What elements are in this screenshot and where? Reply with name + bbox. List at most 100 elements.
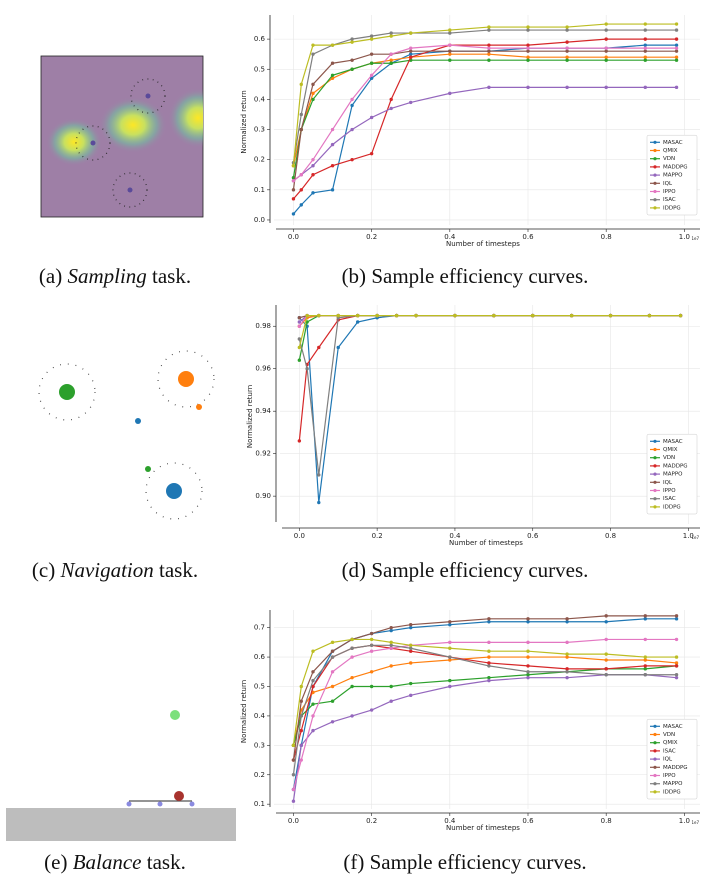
series-marker <box>565 28 569 32</box>
y-axis-label: Normalized return <box>240 90 248 153</box>
legend-box <box>646 718 698 800</box>
series-marker <box>674 664 679 668</box>
series-marker <box>604 614 608 618</box>
legend-label: MASAC <box>663 724 683 730</box>
series-marker <box>492 313 496 318</box>
series-marker <box>350 646 354 650</box>
x-offset-label: 1e7 <box>691 236 699 241</box>
legend-label: QMIX <box>663 740 678 746</box>
series-marker <box>565 55 569 59</box>
x-axis-label: Number of timesteps <box>449 539 523 547</box>
legend-marker <box>653 447 657 452</box>
series-marker <box>526 620 530 624</box>
series-marker <box>565 652 569 656</box>
caption-label: (f) <box>343 850 364 874</box>
x-tick-label: 0.2 <box>366 233 377 241</box>
series-marker <box>604 673 608 677</box>
series-marker <box>674 55 679 59</box>
caption-text: Sample efficiency curves. <box>371 558 588 582</box>
series-marker <box>389 664 393 668</box>
series-marker <box>643 617 647 621</box>
x-tick-label: 0.0 <box>294 532 305 540</box>
series-marker <box>643 46 647 50</box>
series-marker <box>565 49 569 53</box>
series-marker <box>674 85 679 90</box>
series-marker <box>643 58 647 62</box>
series-marker <box>305 313 309 318</box>
series-marker <box>526 58 530 62</box>
caption: (e) Balance task. <box>44 850 186 874</box>
series-marker <box>350 684 354 689</box>
series-marker <box>305 367 309 371</box>
series-marker <box>297 345 302 350</box>
series-marker <box>487 620 491 624</box>
series-marker <box>448 49 452 53</box>
series-marker <box>565 40 569 44</box>
series-marker <box>604 28 608 32</box>
series-marker <box>487 649 491 653</box>
legend-marker <box>653 148 657 153</box>
legend-label: QMIX <box>663 148 678 154</box>
series-marker <box>389 31 393 35</box>
series-marker <box>565 667 569 671</box>
series-marker <box>350 157 354 162</box>
series-marker <box>674 46 679 50</box>
series-line <box>292 638 677 746</box>
series-marker <box>565 675 569 680</box>
series-marker <box>409 100 413 105</box>
series-marker <box>526 675 530 680</box>
series-line <box>298 315 681 348</box>
series-marker <box>674 675 679 680</box>
series-marker <box>355 313 360 318</box>
series-marker <box>674 617 679 621</box>
legend-marker <box>653 782 657 786</box>
series-marker <box>409 643 413 648</box>
series-marker <box>674 49 679 53</box>
series-marker <box>643 43 647 47</box>
series-marker <box>526 670 530 674</box>
series-marker <box>291 164 296 168</box>
series-marker <box>389 699 393 703</box>
series-marker <box>389 684 393 689</box>
series-marker <box>350 637 354 642</box>
series-marker <box>317 345 321 350</box>
series-marker <box>369 61 374 65</box>
series-marker <box>409 625 413 630</box>
series-marker <box>448 623 452 627</box>
series-marker <box>487 678 491 683</box>
series-marker <box>350 103 354 108</box>
x-tick-label: 1.0 <box>679 233 690 241</box>
y-tick-label: 0.5 <box>254 682 265 690</box>
series-marker <box>409 693 413 698</box>
caption-italic: Navigation <box>59 558 153 582</box>
series-marker <box>375 313 379 318</box>
series-marker <box>369 649 374 653</box>
series-line <box>298 315 681 475</box>
series-marker <box>674 22 679 26</box>
caption: (d) Sample efficiency curves. <box>342 558 589 582</box>
x-tick-label: 0.8 <box>601 817 612 825</box>
series-marker <box>569 313 574 318</box>
series-marker <box>409 52 413 56</box>
series-marker <box>311 649 315 653</box>
legend-marker <box>653 181 657 185</box>
series-marker <box>409 681 413 686</box>
series-marker <box>643 85 647 90</box>
series-marker <box>336 345 340 350</box>
series-marker <box>330 649 335 653</box>
series-marker <box>369 151 374 156</box>
caption: (a) Sampling task. <box>39 264 191 288</box>
legend-label: MADDPG <box>663 164 688 170</box>
series-marker <box>350 675 354 680</box>
caption: (f) Sample efficiency curves. <box>343 850 586 874</box>
series-marker <box>311 670 315 674</box>
balance-scene <box>6 710 236 841</box>
series-marker <box>389 625 393 630</box>
legend-marker <box>653 757 657 761</box>
legend-marker <box>653 173 657 177</box>
y-tick-label: 0.4 <box>254 712 266 720</box>
legend-label: ISAC <box>663 748 676 754</box>
series-marker <box>297 324 302 328</box>
legend-marker <box>653 732 657 737</box>
series-marker <box>330 61 335 65</box>
